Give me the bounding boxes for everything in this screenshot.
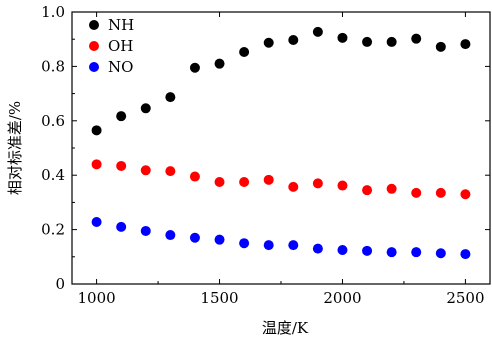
point-no	[189, 232, 200, 243]
point-nh	[165, 92, 176, 103]
legend-marker-nh	[89, 20, 99, 30]
point-nh	[460, 39, 471, 50]
point-nh	[435, 41, 446, 52]
point-no	[263, 240, 274, 251]
legend: NH OH NO	[89, 16, 134, 76]
y-tick-label: 0.6	[41, 112, 65, 130]
legend-marker-no	[89, 62, 99, 72]
plot-area-frame	[71, 11, 491, 285]
y-tick-label: 0.2	[41, 221, 65, 239]
point-oh	[189, 171, 200, 182]
point-oh	[460, 189, 471, 200]
y-tick-label: 1.0	[41, 3, 65, 21]
point-nh	[288, 35, 299, 46]
point-no	[460, 249, 471, 260]
x-tick-label: 2500	[446, 289, 484, 307]
point-oh	[91, 159, 102, 170]
point-nh	[214, 58, 225, 69]
point-no	[337, 245, 348, 255]
point-nh	[239, 46, 250, 57]
legend-label-oh: OH	[108, 37, 133, 55]
data-points	[91, 26, 471, 260]
x-tick-label: 2000	[323, 289, 361, 307]
point-oh	[337, 180, 348, 191]
point-oh	[214, 177, 225, 187]
point-oh	[435, 187, 446, 198]
point-no	[165, 230, 176, 241]
y-axis-title: 相对标准差/%	[6, 101, 24, 195]
point-oh	[362, 185, 373, 196]
point-nh	[411, 33, 422, 44]
point-nh	[312, 26, 323, 37]
point-no	[91, 216, 102, 227]
point-no	[140, 225, 151, 236]
point-oh	[140, 165, 151, 176]
x-axis-ticks: 1000 1500 2000 2500	[77, 12, 485, 307]
y-axis-ticks: 0 0.2 0.4 0.6 0.8 1.0	[41, 3, 490, 293]
point-no	[362, 245, 373, 256]
point-no	[239, 238, 250, 249]
point-nh	[116, 111, 127, 122]
point-nh	[189, 62, 200, 73]
point-nh	[263, 37, 274, 48]
point-oh	[288, 181, 299, 192]
point-oh	[116, 160, 127, 171]
point-oh	[165, 166, 176, 177]
point-oh	[386, 183, 397, 194]
point-nh	[337, 32, 348, 43]
point-oh	[312, 178, 323, 189]
point-oh	[411, 187, 422, 198]
point-no	[411, 247, 422, 258]
y-tick-label: 0.4	[41, 166, 65, 184]
y-tick-label: 0.8	[41, 57, 65, 75]
point-no	[214, 234, 225, 245]
point-oh	[263, 174, 274, 185]
y-tick-label: 0	[55, 275, 65, 293]
x-axis-title: 温度/K	[262, 319, 309, 337]
point-nh	[91, 125, 102, 136]
point-nh	[386, 36, 397, 47]
x-tick-label: 1500	[200, 289, 238, 307]
legend-label-nh: NH	[108, 16, 134, 34]
point-nh	[140, 103, 151, 114]
legend-label-no: NO	[108, 58, 133, 76]
point-no	[116, 221, 127, 232]
point-nh	[362, 36, 373, 47]
x-tick-label: 1000	[77, 289, 115, 307]
point-no	[386, 247, 397, 258]
legend-marker-oh	[89, 41, 99, 51]
point-no	[288, 240, 299, 251]
point-oh	[239, 177, 250, 187]
point-no	[312, 243, 323, 254]
point-no	[435, 248, 446, 259]
